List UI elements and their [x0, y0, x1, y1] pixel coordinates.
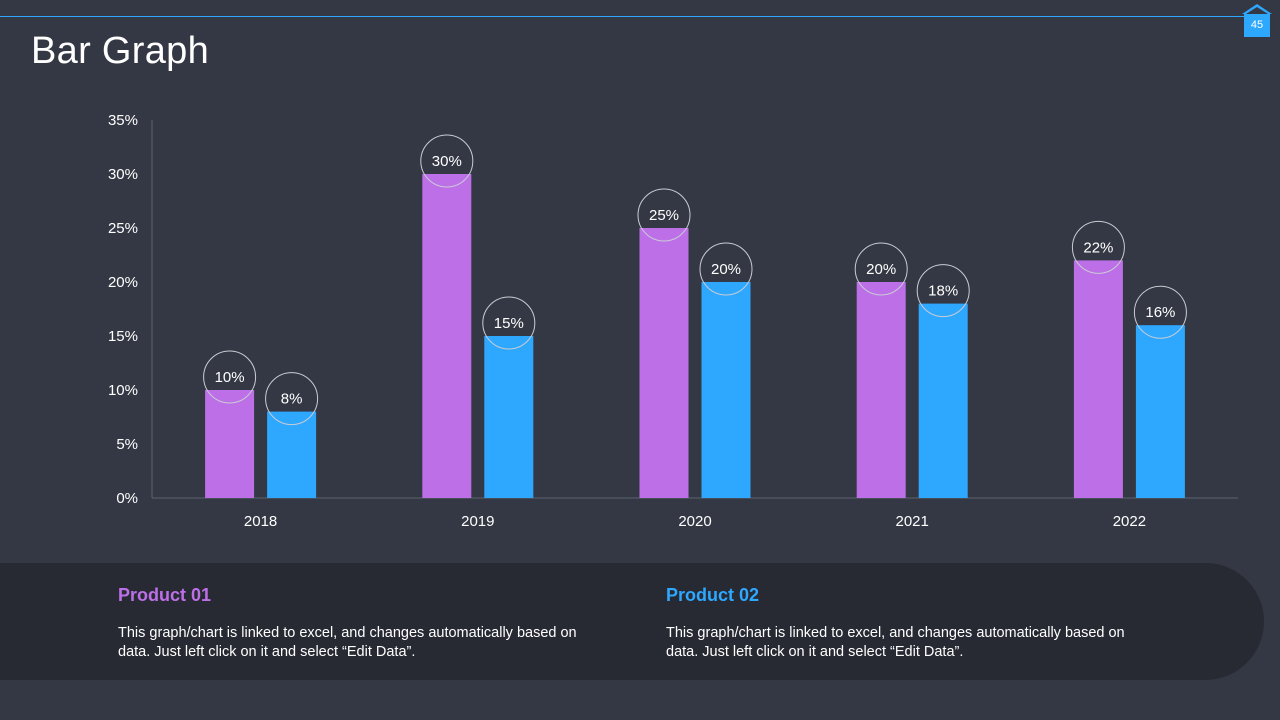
data-label-circle: [420, 134, 474, 188]
data-label: 8%: [281, 391, 303, 408]
bar-2019-2[interactable]: [484, 336, 534, 498]
y-tick-label: 10%: [108, 382, 138, 399]
bar-chart[interactable]: 0%5%10%15%20%25%30%35% 2018 2019 2020 2021 2…: [0, 0, 1280, 560]
x-tick-label: 2021: [896, 513, 929, 530]
data-label-circle: [637, 188, 691, 242]
data-label-circle: [699, 242, 753, 296]
y-tick-label: 20%: [108, 274, 138, 291]
data-label-circle: [854, 242, 908, 296]
header-accent-line: [0, 16, 1250, 17]
product-01-card: Product 01 This graph/chart is linked to…: [118, 585, 578, 662]
data-label: 25%: [649, 207, 679, 224]
bar-2019-1[interactable]: [422, 174, 472, 498]
data-label-circle: [203, 350, 257, 404]
product-02-description: This graph/chart is linked to excel, and…: [666, 625, 1125, 660]
page-title: Bar Graph: [31, 30, 210, 72]
data-label: 16%: [1145, 304, 1175, 321]
bar-2022-2[interactable]: [1135, 325, 1185, 498]
data-label-circle: [482, 296, 536, 350]
data-label: 20%: [866, 261, 896, 278]
bar-2022-1[interactable]: [1073, 260, 1123, 498]
bar-2018-1[interactable]: [205, 390, 255, 498]
product-01-title: Product 01: [118, 585, 212, 605]
bar-2020-1[interactable]: [639, 228, 689, 498]
x-tick-label: 2022: [1113, 513, 1146, 530]
home-button[interactable]: 45: [1242, 4, 1272, 37]
data-label: 30%: [432, 153, 462, 170]
data-label: 20%: [711, 261, 741, 278]
footer-band: Product 01 This graph/chart is linked to…: [0, 563, 1264, 680]
data-label: 22%: [1083, 239, 1113, 256]
y-tick-label: 25%: [108, 220, 138, 237]
x-axis: 2018 2019 2020 2021 2022: [152, 497, 1238, 530]
bar-2021-1[interactable]: [856, 282, 906, 498]
y-tick-label: 0%: [116, 490, 138, 507]
data-label: 15%: [494, 315, 524, 332]
bar-2018-2[interactable]: [267, 411, 317, 498]
data-label-circle: [1071, 220, 1125, 274]
data-label: 10%: [215, 369, 245, 386]
x-tick-label: 2018: [244, 513, 277, 530]
y-axis: 0% 5% 10% 15% 20% 25% 30% 35%: [108, 112, 153, 507]
bar-2020-2[interactable]: [701, 282, 751, 498]
data-label-circle: [265, 372, 319, 426]
data-label-circle: [916, 264, 970, 318]
bars: [205, 174, 1185, 498]
bar-2021-2[interactable]: [918, 303, 968, 498]
y-tick-label: 35%: [108, 112, 138, 129]
product-02-title: Product 02: [666, 585, 760, 605]
product-01-description: This graph/chart is linked to excel, and…: [118, 625, 577, 660]
y-tick-label: 30%: [108, 166, 138, 183]
x-tick-label: 2020: [678, 513, 711, 530]
home-icon: [1242, 4, 1272, 37]
y-tick-label: 5%: [116, 436, 138, 453]
data-label-circle: [1133, 285, 1187, 339]
product-02-card: Product 02 This graph/chart is linked to…: [666, 585, 1126, 662]
page-number: 45: [1250, 19, 1264, 31]
data-labels: 10% 8% 30% 15% 25% 20% 20% 18% 22% 16%: [203, 134, 1187, 426]
x-tick-label: 2019: [461, 513, 494, 530]
y-tick-label: 15%: [108, 328, 138, 345]
data-label: 18%: [928, 283, 958, 300]
